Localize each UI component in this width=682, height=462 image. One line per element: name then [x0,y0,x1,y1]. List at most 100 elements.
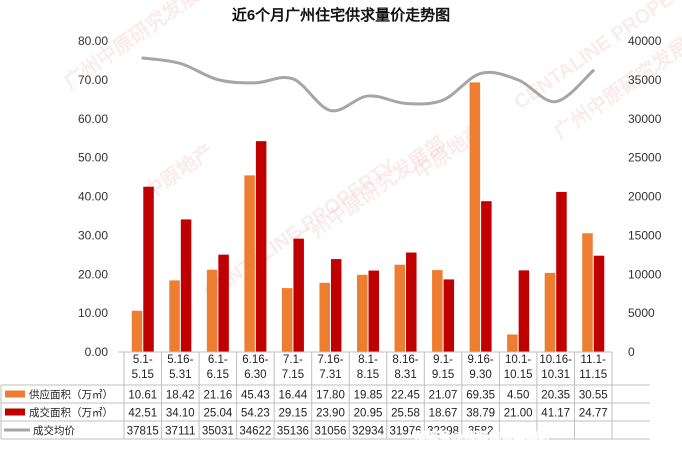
x-category-label: 5.16- [167,354,193,366]
x-category-label: 6.16- [242,354,268,366]
x-category-label: 10.31 [541,369,570,381]
x-category-label: 9.16- [468,354,494,366]
bar-deal-area [481,201,492,352]
table-cell-value: 20.35 [541,390,570,402]
table-cell-value: 25.58 [391,408,420,420]
x-category-label: 7.31 [319,369,341,381]
y-left-tick-label: 30.00 [78,228,108,242]
table-cell-value: 18.67 [429,408,458,420]
table-cell-value: 41.17 [541,408,570,420]
bar-supply-area [282,288,293,352]
x-category-label: 7.16- [317,354,343,366]
y-right-tick-label: 15000 [628,228,662,242]
x-category-label: 11.15 [579,369,607,381]
bar-supply-area [395,265,406,352]
table-cell-value: 37815 [127,426,159,438]
bar-deal-area [331,259,342,352]
bar-supply-area [132,311,143,352]
table-cell-value: 17.80 [316,390,345,402]
y-right-tick-label: 40000 [628,34,662,48]
table-cell-value: 45.43 [241,390,270,402]
table-cell-value: 25.04 [203,408,232,420]
table-cell-value: 35136 [277,426,309,438]
bar-deal-area [594,256,605,352]
bar-supply-area [169,280,180,352]
table-cell-value: 38.79 [466,408,495,420]
x-category-label: 9.30 [469,369,491,381]
x-category-label: 7.15 [282,369,304,381]
legend-key [5,391,25,398]
y-left-tick-label: 50.00 [78,151,108,165]
table-cell-value: 54.23 [241,408,270,420]
x-category-label: 10.1- [505,354,531,366]
table-cell-value: 21.07 [429,390,458,402]
x-category-label: 5.31 [169,369,191,381]
source-watermark: 搜狐号@搜狐焦点华南区 [413,429,551,444]
bar-deal-area [369,271,380,352]
x-category-label: 8.31 [394,369,416,381]
bar-deal-area [218,255,229,352]
bar-layer [132,82,604,352]
table-cell-value: 31056 [314,426,346,438]
table-cell-value: 35031 [202,426,234,438]
table-cell-value: 4.50 [507,390,529,402]
y-left-tick-label: 10.00 [78,306,108,320]
bar-deal-area [293,239,304,352]
y-right-tick-label: 5000 [628,306,655,320]
x-category-label: 8.15 [357,369,379,381]
x-category-label: 8.1- [358,354,378,366]
y-right-tick-label: 25000 [628,151,662,165]
bar-deal-area [519,270,530,352]
legend-label: 供应面积（万㎡） [29,388,113,401]
y-right-tick-label: 35000 [628,73,662,87]
table-cell-value: 20.95 [354,408,383,420]
table-cell-value: 34.10 [166,408,195,420]
table-cell-value: 32934 [352,426,385,438]
y-left-tick-label: 80.00 [78,34,108,48]
table-cell-value: 19.85 [354,390,383,402]
table-cell-value: 23.90 [316,408,345,420]
y-left-tick-label: 60.00 [78,112,108,126]
table-cell-value: 69.35 [466,390,495,402]
x-category-label: 9.1- [433,354,453,366]
x-category-label: 5.1- [133,354,153,366]
legend-label: 成交面积（万㎡） [29,406,113,419]
bar-deal-area [256,141,267,352]
table-cell-value: 22.45 [391,390,420,402]
x-category-label: 8.16- [392,354,418,366]
table-cell-value: 42.51 [128,408,157,420]
y-right-tick-label: 0 [628,345,635,359]
bar-supply-area [582,233,593,352]
bar-supply-area [319,283,330,352]
y-left-tick-label: 70.00 [78,73,108,87]
bar-supply-area [244,175,255,352]
x-category-label: 6.15 [207,369,229,381]
bar-deal-area [444,279,455,352]
y-right-tick-label: 10000 [628,267,662,281]
table-cell-value: 30.55 [579,390,608,402]
x-category-label: 11.1- [581,354,607,366]
legend-label: 成交均价 [33,424,75,437]
y-left-tick-label: 0.00 [85,345,109,359]
x-category-label: 9.15 [432,369,454,381]
x-category-label: 10.16- [539,354,572,366]
bar-deal-area [143,187,154,352]
legend-key [5,409,25,416]
x-category-label: 6.1- [208,354,228,366]
table-cell-value: 21.16 [203,390,232,402]
table-cell-value: 29.15 [279,408,308,420]
table-cell-value: 16.44 [279,390,308,402]
bar-deal-area [181,219,192,352]
table-cell-value: 37111 [165,426,195,438]
table-cell-value: 34622 [239,426,271,438]
x-category-label: 6.30 [244,369,266,381]
table-cell-value: 21.00 [504,408,533,420]
y-right-tick-label: 20000 [628,190,662,204]
y-right-tick-label: 30000 [628,112,662,126]
x-category-label: 7.1- [283,354,303,366]
table-cell-value: 10.61 [128,390,157,402]
bar-supply-area [432,270,443,352]
